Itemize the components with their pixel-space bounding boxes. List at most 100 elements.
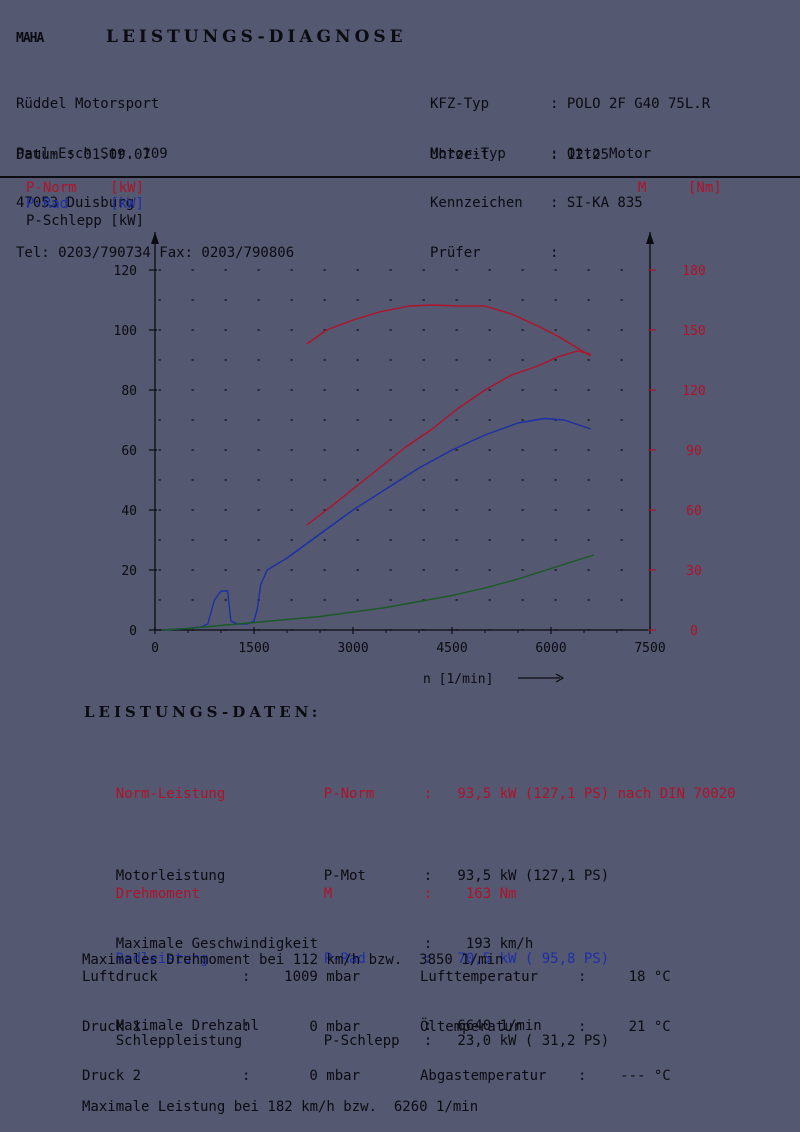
env-value: : 21 °C — [578, 1018, 671, 1035]
row-label: Norm-Leistung — [115, 785, 226, 802]
legend-torque-symbol: M — [638, 180, 647, 196]
vehicle-labels: KFZ-Typ Motor-Typ Kennzeichen Prüfer — [430, 63, 523, 278]
max-rpm-value: : 6640 1/min — [423, 1018, 542, 1034]
y-left-tick-label: 80 — [121, 384, 137, 399]
torque-block: Drehmoment M: 163 Nm Maximales Drehmoment… — [82, 836, 516, 985]
row-symbol: P-Schlepp — [323, 1033, 400, 1049]
x-tick-label: 3000 — [337, 641, 368, 656]
legend-torque-unit: [Nm] — [688, 180, 722, 196]
vehicle-label: Motor-Typ — [430, 145, 506, 162]
norm-power-row: Norm-Leistung P-Norm: 93,5 kW (127,1 PS) … — [82, 769, 736, 819]
power-torque-chart: 0 1500 3000 4500 6000 7500 0 20 40 60 80 100 120 0 30 6… — [114, 232, 706, 687]
torque-row: Drehmoment M: 163 Nm — [82, 869, 517, 919]
vehicle-value: : SI-KA 835 — [550, 195, 643, 211]
vehicle-label: Prüfer — [430, 244, 481, 261]
x-tick-label: 4500 — [436, 641, 467, 656]
y-left-tick-label: 60 — [121, 444, 137, 459]
max-speed-value: : 193 km/h — [423, 935, 534, 952]
env-label: Druck 1 — [82, 1018, 142, 1035]
x-tick-label: 1500 — [238, 641, 269, 656]
y-axis-right-arrow — [646, 232, 654, 244]
row-value: : 70,5 kW ( 95,8 PS) — [423, 950, 610, 967]
env-label: Abgastemperatur — [420, 1068, 547, 1084]
page-title: LEISTUNGS-DIAGNOSE — [106, 27, 407, 47]
y-left-tick-label: 100 — [114, 324, 137, 339]
env-value: : 0 mbar — [242, 1018, 361, 1035]
env-right-values: : 18 °C : 21 °C : --- °C — [578, 936, 671, 1101]
x-tick-label: 6000 — [535, 641, 566, 656]
env-label: Luftdruck — [82, 969, 158, 985]
env-value: : 0 mbar — [242, 1068, 361, 1084]
y-left-tick-label: 40 — [121, 504, 137, 519]
y-left-tick-label: 0 — [129, 624, 137, 639]
env-value: : 18 °C — [578, 969, 671, 985]
series-line-m — [306, 304, 591, 357]
header-divider — [0, 176, 800, 178]
row-symbol: P-Norm — [323, 785, 375, 802]
chart-axes — [151, 232, 654, 631]
y-right-tick-label: 60 — [686, 504, 702, 519]
address-block: Rüddel Motorsport Paul-Esch Str. 109 470… — [16, 63, 294, 278]
torque-value: : 163 Nm — [423, 885, 517, 902]
env-label: Druck 2 — [82, 1068, 142, 1084]
time-value: : 12:25 — [550, 147, 610, 163]
legend-p-rad: P-Rad [kW] — [26, 196, 145, 212]
time-label: Uhrzeit — [430, 147, 490, 163]
vehicle-values: : POLO 2F G40 75L.R : Otto Motor : SI-KA… — [550, 63, 710, 278]
vehicle-label: Kennzeichen — [430, 195, 523, 211]
chart-ticks: 0 1500 3000 4500 6000 7500 0 20 40 60 80 100 120 0 30 6… — [114, 264, 706, 687]
series-line-p-norm — [306, 350, 591, 526]
env-value: : --- °C — [578, 1068, 671, 1084]
address-line: Paul-Esch Str. 109 — [16, 145, 168, 162]
y-right-tick-label: 150 — [682, 324, 705, 339]
y-right-tick-label: 30 — [686, 564, 702, 579]
max-power-line: Maximale Leistung bei 182 km/h bzw. 6260… — [82, 1099, 479, 1115]
row-label: Motorleistung — [115, 868, 226, 884]
torque-label: Drehmoment — [115, 885, 201, 902]
date-field: Datum : 01.09.07 — [16, 147, 151, 163]
x-tick-label: 7500 — [634, 641, 665, 656]
max-block: Maximale Geschwindigkeit : 193 km/h Maxim… — [82, 886, 542, 1068]
env-right-labels: Lufttemperatur Öltemperatur Abgastempera… — [420, 936, 546, 1101]
y-right-tick-label: 0 — [690, 624, 698, 639]
max-torque-line: Maximales Drehmoment bei 112 km/h bzw. 3… — [82, 951, 504, 968]
y-right-tick-label: 120 — [682, 384, 705, 399]
env-left-labels: Luftdruck Druck 1 Druck 2 — [82, 936, 158, 1101]
data-section-title: LEISTUNGS-DATEN: — [84, 703, 322, 721]
max-rpm-label: Maximale Drehzahl — [115, 1018, 260, 1034]
vehicle-value: : — [550, 244, 559, 261]
engine-power-row: Motorleistung P-Mot : 93,5 kW (127,1 PS) — [82, 852, 736, 902]
x-axis-label-arrowhead — [555, 673, 565, 683]
address-line: Tel: 0203/790734 Fax: 0203/790806 — [16, 244, 295, 261]
x-axis-label: n [1/min] — [423, 672, 493, 687]
vehicle-value: : Otto Motor — [550, 145, 652, 162]
drag-power-row: Schleppleistung P-Schlepp : 23,0 kW ( 31,2… — [82, 1017, 736, 1067]
address-line: 47053 Duisburg — [16, 195, 135, 211]
row-value: : 93,5 kW (127,1 PS) — [423, 868, 610, 884]
y-left-tick-label: 120 — [114, 264, 137, 279]
chart-series — [161, 304, 595, 631]
legend-p-schlepp: P-Schlepp [kW] — [26, 213, 145, 229]
y-right-tick-label: 90 — [686, 444, 702, 459]
env-left-values: : 1009 mbar : 0 mbar : 0 mbar — [242, 936, 360, 1101]
maha-logo: MAHA — [16, 31, 45, 46]
y-right-tick-label: 180 — [682, 264, 705, 279]
row-symbol: P-Rad — [323, 950, 366, 967]
chart-grid — [158, 269, 651, 631]
legend-p-norm: P-Norm [kW] — [26, 180, 145, 196]
row-label: Schleppleistung — [115, 1033, 243, 1049]
y-left-tick-label: 20 — [121, 564, 137, 579]
env-label: Öltemperatur — [420, 1018, 522, 1035]
max-rpm-row: Maximale Drehzahl : 6640 1/min — [82, 1002, 542, 1052]
max-speed-label: Maximale Geschwindigkeit — [115, 935, 319, 952]
vehicle-value: : POLO 2F G40 75L.R — [550, 96, 711, 112]
series-line-p-schlepp — [161, 554, 595, 631]
address-line: Rüddel Motorsport — [16, 96, 160, 112]
row-label: Radleistung — [115, 950, 209, 967]
row-value: : 23,0 kW ( 31,2 PS) — [423, 1033, 610, 1049]
row-symbol: P-Mot — [323, 868, 366, 884]
logo-text: MAHA — [16, 31, 44, 46]
series-line-p-rad — [161, 417, 591, 631]
env-label: Lufttemperatur — [420, 969, 539, 985]
y-axis-left-arrow — [151, 232, 159, 244]
